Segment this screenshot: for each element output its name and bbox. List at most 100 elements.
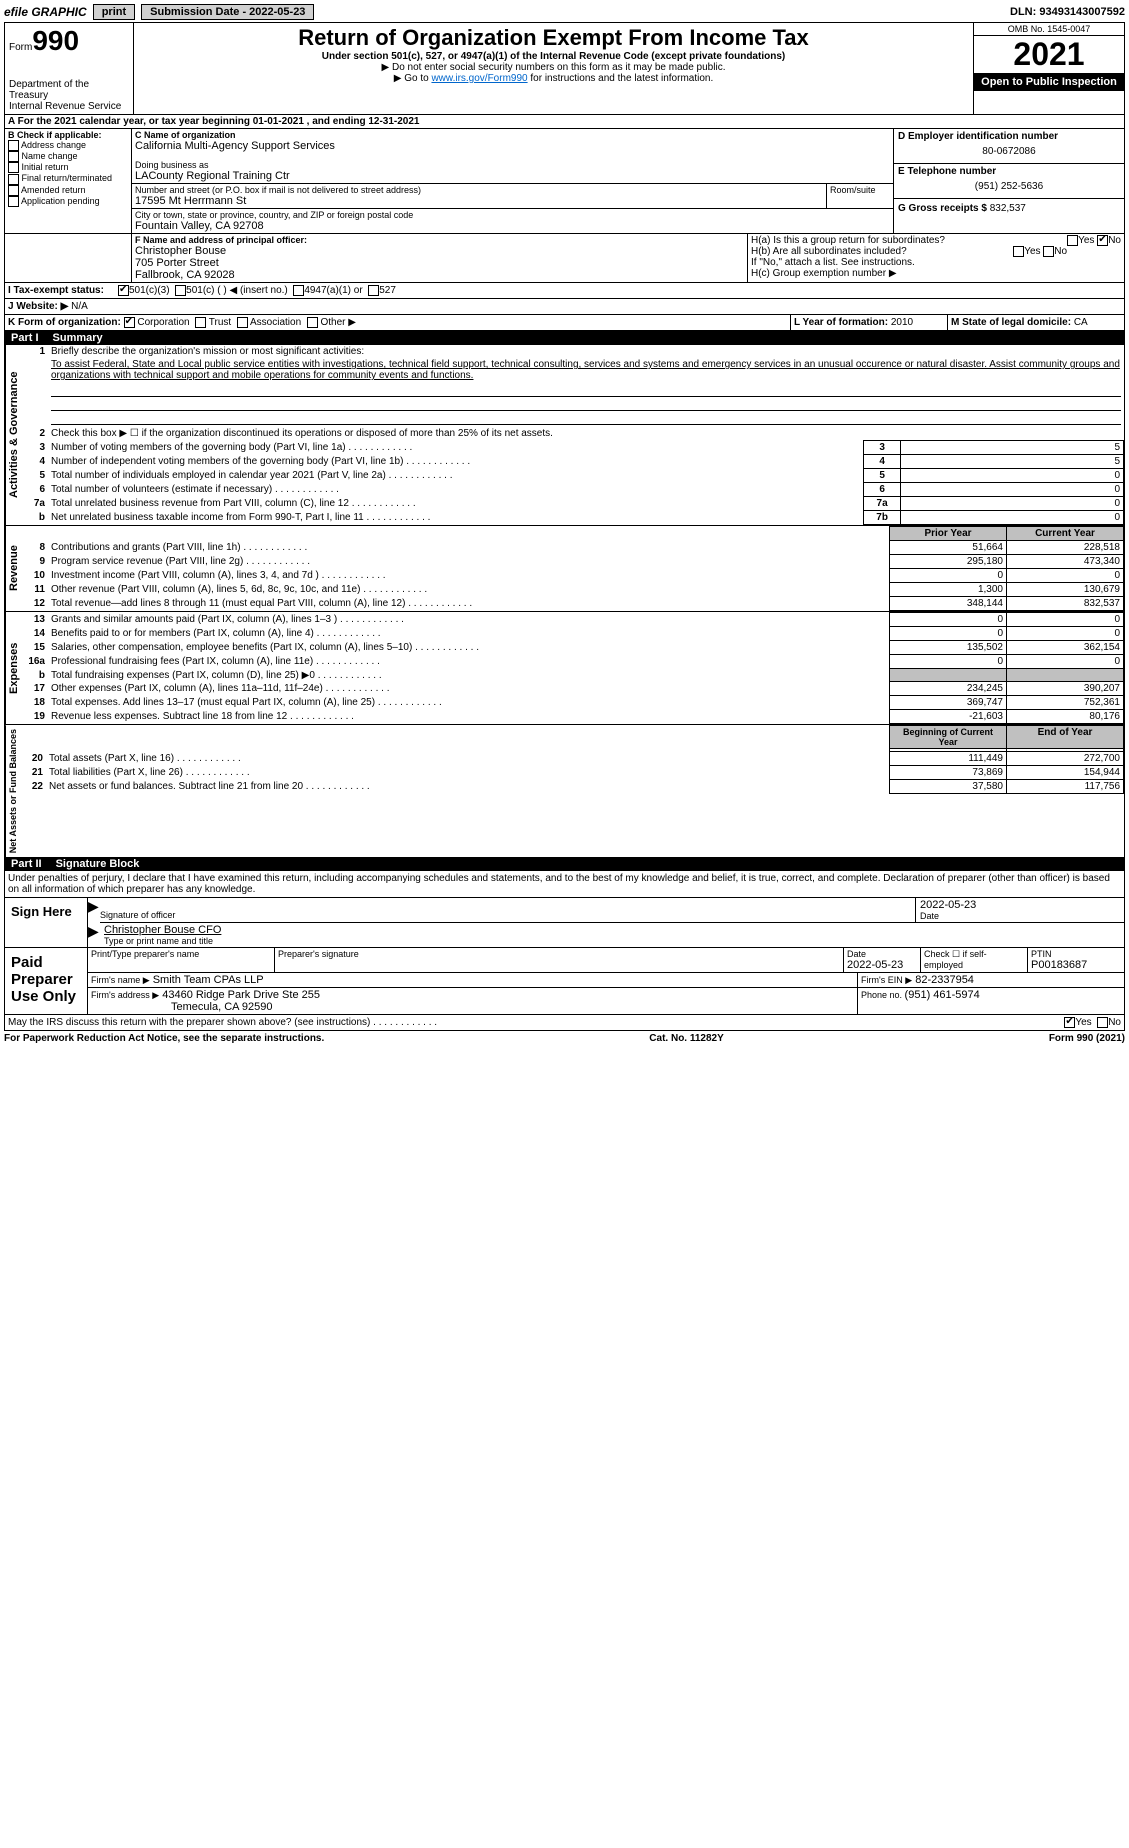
check-final: Final return/terminated — [8, 173, 128, 184]
expenses-section: Expenses 13Grants and similar amounts pa… — [5, 611, 1124, 724]
table-row: 19Revenue less expenses. Subtract line 1… — [22, 710, 1124, 724]
table-row: 9Program service revenue (Part VIII, lin… — [22, 555, 1124, 569]
irs-link[interactable]: www.irs.gov/Form990 — [431, 73, 527, 84]
firm-addr: 43460 Ridge Park Drive Ste 255 — [162, 989, 320, 1001]
open-public: Open to Public Inspection — [974, 73, 1124, 91]
arrow-icon: ▶ — [87, 923, 100, 947]
discuss-row: May the IRS discuss this return with the… — [5, 1015, 1124, 1030]
ein: 80-0672086 — [898, 142, 1120, 161]
table-row: 16aProfessional fundraising fees (Part I… — [22, 655, 1124, 669]
section-fh: F Name and address of principal officer:… — [5, 234, 1124, 283]
tab-revenue: Revenue — [5, 526, 22, 611]
sig-date: 2022-05-23 — [920, 899, 1120, 911]
discuss-no[interactable] — [1097, 1017, 1108, 1028]
section-deg: D Employer identification number 80-0672… — [894, 129, 1124, 233]
table-row: 14Benefits paid to or for members (Part … — [22, 627, 1124, 641]
h-a: H(a) Is this a group return for subordin… — [751, 235, 1121, 246]
officer-name: Christopher Bouse — [135, 245, 744, 257]
tab-governance: Activities & Governance — [5, 345, 22, 525]
table-row: 18Total expenses. Add lines 13–17 (must … — [22, 696, 1124, 710]
org-name: California Multi-Agency Support Services — [135, 140, 890, 152]
table-row: 17Other expenses (Part IX, column (A), l… — [22, 682, 1124, 696]
netassets-section: Net Assets or Fund Balances Beginning of… — [5, 724, 1124, 857]
section-i: I Tax-exempt status: 501(c)(3) 501(c) ( … — [5, 283, 1124, 299]
dept-treasury: Department of the Treasury — [9, 79, 129, 101]
goto-line: ▶ Go to www.irs.gov/Form990 for instruct… — [136, 73, 971, 84]
form-title: Return of Organization Exempt From Incom… — [136, 25, 971, 51]
line4-val: 5 — [901, 455, 1124, 469]
table-row: 22Net assets or fund balances. Subtract … — [20, 780, 1124, 794]
sign-here-block: Sign Here ▶ Signature of officer 2022-05… — [5, 897, 1124, 948]
check-name: Name change — [8, 151, 128, 162]
check-corporation[interactable] — [124, 317, 135, 328]
table-row: 11Other revenue (Part VIII, column (A), … — [22, 583, 1124, 597]
table-row: bTotal fundraising expenses (Part IX, co… — [22, 669, 1124, 682]
table-row: 8Contributions and grants (Part VIII, li… — [22, 541, 1124, 555]
firm-ein: 82-2337954 — [915, 974, 974, 986]
firm-city: Temecula, CA 92590 — [91, 1001, 854, 1013]
year-end: 12-31-2021 — [368, 116, 419, 127]
gross-receipts: 832,537 — [990, 203, 1026, 214]
table-row: 20Total assets (Part X, line 16)111,4492… — [20, 752, 1124, 766]
h-c: H(c) Group exemption number ▶ — [751, 268, 1121, 279]
year-formation: 2010 — [891, 317, 913, 328]
declaration: Under penalties of perjury, I declare th… — [5, 871, 1124, 897]
state-domicile: CA — [1074, 317, 1088, 328]
prep-date: 2022-05-23 — [847, 959, 917, 971]
section-c: C Name of organization California Multi-… — [132, 129, 894, 233]
section-j: J Website: ▶ N/A — [5, 299, 1124, 315]
dba-name: LACounty Regional Training Ctr — [135, 170, 890, 182]
part-1-header: Part I Summary — [5, 331, 1124, 345]
line7a-val: 0 — [901, 497, 1124, 511]
form-number: 990 — [32, 25, 79, 56]
efile-label: efile GRAPHIC — [4, 5, 87, 19]
line7b-val: 0 — [901, 511, 1124, 525]
form-subtitle: Under section 501(c), 527, or 4947(a)(1)… — [136, 51, 971, 62]
tab-netassets: Net Assets or Fund Balances — [5, 725, 20, 857]
part-2-header: Part II Signature Block — [5, 857, 1124, 871]
table-row: 13Grants and similar amounts paid (Part … — [22, 613, 1124, 627]
discuss-yes[interactable] — [1064, 1017, 1075, 1028]
h-note: If "No," attach a list. See instructions… — [751, 257, 1121, 268]
line6-val: 0 — [901, 483, 1124, 497]
arrow-icon: ▶ — [87, 898, 100, 923]
tab-expenses: Expenses — [5, 612, 22, 724]
firm-phone: (951) 461-5974 — [905, 989, 980, 1001]
phone: (951) 252-5636 — [898, 177, 1120, 196]
check-address: Address change — [8, 140, 128, 151]
ssn-warning: ▶ Do not enter social security numbers o… — [136, 62, 971, 73]
form-prefix: Form — [9, 42, 32, 53]
firm-name: Smith Team CPAs LLP — [153, 974, 264, 986]
city-state-zip: Fountain Valley, CA 92708 — [135, 220, 890, 232]
section-a: A For the 2021 calendar year, or tax yea… — [5, 115, 1124, 129]
line3-val: 5 — [901, 441, 1124, 455]
h-b: H(b) Are all subordinates included? Yes … — [751, 246, 1121, 257]
table-row: 12Total revenue—add lines 8 through 11 (… — [22, 597, 1124, 611]
mission-text: To assist Federal, State and Local publi… — [48, 358, 1124, 382]
table-row: 15Salaries, other compensation, employee… — [22, 641, 1124, 655]
page-footer: For Paperwork Reduction Act Notice, see … — [4, 1031, 1125, 1046]
officer-addr2: Fallbrook, CA 92028 — [135, 269, 744, 281]
section-b: B Check if applicable: Address change Na… — [5, 129, 132, 233]
section-klm: K Form of organization: Corporation Trus… — [5, 315, 1124, 331]
ptin: P00183687 — [1031, 959, 1121, 971]
year-begin: 01-01-2021 — [253, 116, 304, 127]
submission-date-button[interactable]: Submission Date - 2022-05-23 — [141, 4, 314, 20]
omb-number: OMB No. 1545-0047 — [974, 23, 1124, 36]
irs-label: Internal Revenue Service — [9, 101, 129, 112]
website: N/A — [71, 301, 88, 312]
check-pending: Application pending — [8, 196, 128, 207]
dln-label: DLN: 93493143007592 — [1010, 6, 1125, 18]
check-amended: Amended return — [8, 185, 128, 196]
paid-preparer-block: Paid Preparer Use Only Print/Type prepar… — [5, 948, 1124, 1015]
part-1-body: Activities & Governance 1Briefly describ… — [5, 345, 1124, 525]
tax-year: 2021 — [974, 36, 1124, 73]
form-footer: Form 990 (2021) — [1049, 1033, 1125, 1044]
form-header: Form990 Department of the Treasury Inter… — [5, 23, 1124, 115]
check-501c3[interactable] — [118, 285, 129, 296]
section-bcdeg: B Check if applicable: Address change Na… — [5, 129, 1124, 234]
street-address: 17595 Mt Herrmann St — [135, 195, 823, 207]
print-button[interactable]: print — [93, 4, 135, 20]
revenue-section: Revenue Prior YearCurrent Year 8Contribu… — [5, 525, 1124, 611]
officer-name-title: Christopher Bouse CFO — [104, 924, 1120, 936]
